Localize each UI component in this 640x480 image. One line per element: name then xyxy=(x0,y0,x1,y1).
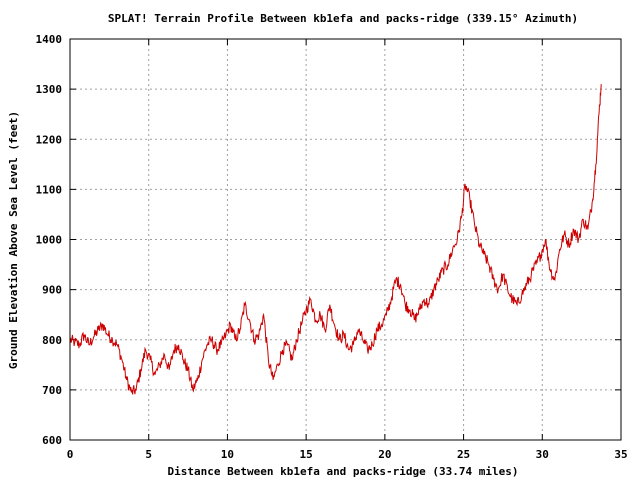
chart-title: SPLAT! Terrain Profile Between kb1efa an… xyxy=(108,12,578,25)
plot-series xyxy=(69,84,602,395)
x-tick-label: 25 xyxy=(457,448,470,461)
y-tick-label: 700 xyxy=(42,384,62,397)
plot-frame xyxy=(69,38,622,441)
y-axis-label: Ground Elevation Above Sea Level (feet) xyxy=(7,111,20,369)
x-tick-label: 5 xyxy=(145,448,152,461)
x-tick-label: 20 xyxy=(378,448,391,461)
y-tick-label: 1300 xyxy=(36,83,63,96)
x-tick-label: 10 xyxy=(221,448,234,461)
y-tick-label: 1000 xyxy=(36,234,63,247)
grid-lines xyxy=(70,39,621,440)
x-tick-label: 15 xyxy=(300,448,313,461)
x-tick-label: 35 xyxy=(614,448,627,461)
y-tick-label: 600 xyxy=(42,434,62,447)
y-tick-label: 800 xyxy=(42,334,62,347)
x-axis-label: Distance Between kb1efa and packs-ridge … xyxy=(168,465,519,478)
y-tick-label: 1100 xyxy=(36,183,63,196)
terrain-elevation-line xyxy=(69,84,602,395)
x-tick-label: 30 xyxy=(536,448,549,461)
axis-ticks: 600 700 800 900 1000 1100 1200 1300 1400 0 5 10 15 20… xyxy=(36,33,628,461)
y-tick-label: 1400 xyxy=(36,33,63,46)
y-tick-label: 1200 xyxy=(36,133,63,146)
x-tick-label: 0 xyxy=(67,448,74,461)
y-tick-label: 900 xyxy=(42,284,62,297)
